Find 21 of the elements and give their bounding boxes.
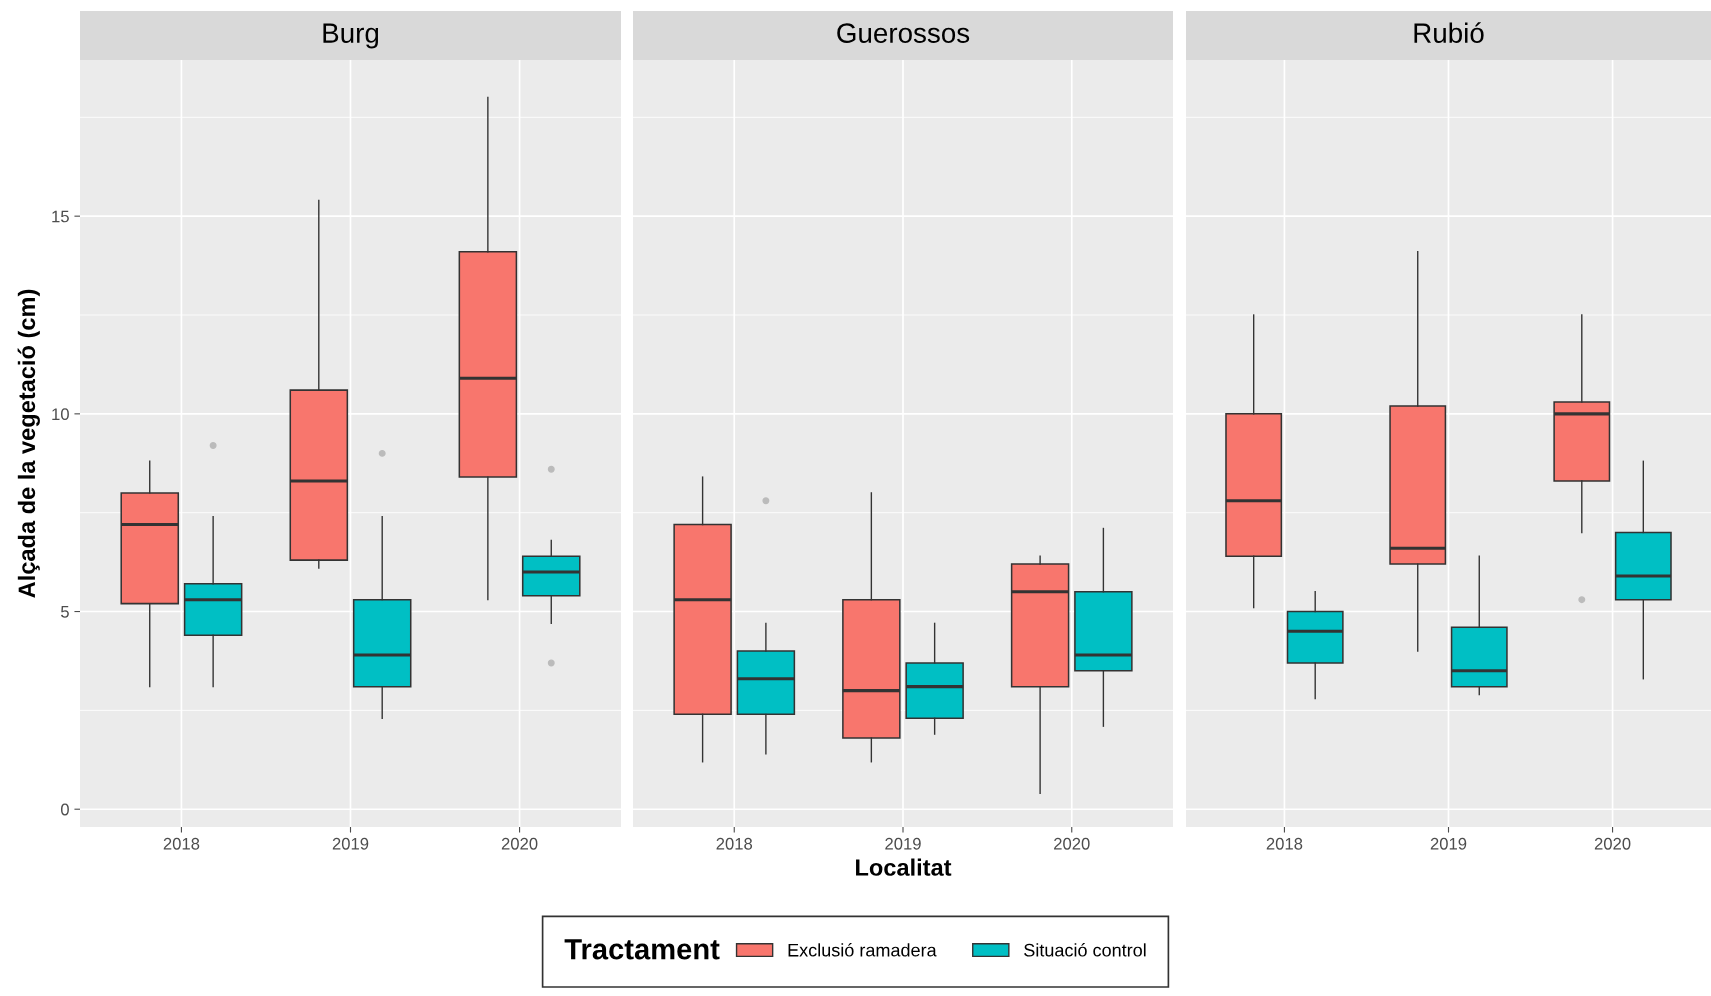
- x-axis-title: Localitat: [856, 858, 952, 876]
- x-tick-label: 2018: [716, 837, 753, 850]
- x-tick-label: 2019: [885, 837, 921, 850]
- x-tick-label: 2020: [501, 837, 538, 850]
- y-tick-label: 15: [52, 210, 69, 223]
- chart-title: Guerossos: [837, 23, 970, 43]
- y-axis-title: Alçada de la vegetació (cm): [17, 289, 40, 598]
- x-tick-label: 2020: [1594, 837, 1631, 850]
- y-tick-label: 10: [52, 408, 69, 421]
- legend-label: Situació control: [1024, 943, 1146, 957]
- y-tick-label: 5: [60, 606, 69, 618]
- x-tick-label: 2019: [1430, 837, 1467, 850]
- x-tick-label: 2018: [1266, 837, 1303, 850]
- legend-label: Exclusió ramadera: [788, 943, 937, 957]
- y-tick-label: 0: [60, 803, 69, 816]
- chart-title: Rubió: [1414, 22, 1484, 43]
- chart-title: Burg: [323, 23, 379, 49]
- x-tick-label: 2018: [163, 837, 200, 850]
- x-tick-label: 2019: [332, 837, 369, 850]
- x-tick-label: 2020: [1054, 837, 1090, 850]
- legend-title: Tractament: [564, 939, 720, 960]
